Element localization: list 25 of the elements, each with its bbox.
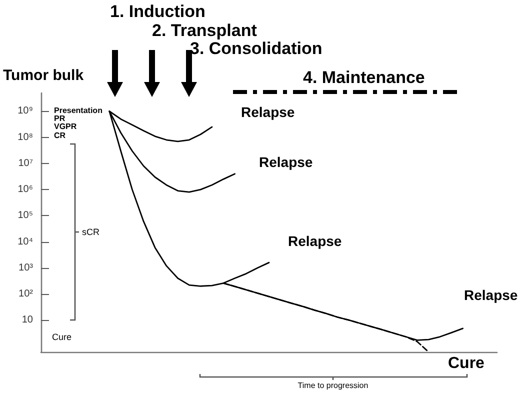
annotation: Relapse — [288, 233, 342, 249]
y-tick-label: 10⁵ — [18, 210, 33, 222]
y-tick-label: 10² — [18, 288, 34, 300]
annotation: PR — [54, 114, 66, 123]
annotation: sCR — [82, 227, 100, 237]
annotation: Relapse — [259, 154, 313, 170]
text: Cure — [448, 355, 484, 372]
y-tick-label: 10 — [22, 314, 34, 326]
y-tick-label: 10⁸ — [18, 132, 33, 143]
y-tick-label: 10³ — [18, 262, 34, 274]
annotation: Relapse — [241, 104, 295, 120]
text: 1. Induction — [110, 2, 206, 21]
annotation: CR — [54, 131, 66, 140]
annotation: Relapse — [464, 287, 518, 303]
annotation: VGPR — [54, 122, 77, 131]
y-tick-label: 10⁷ — [18, 158, 34, 169]
text: 2. Transplant — [152, 21, 257, 40]
y-tick-label: 10⁴ — [18, 236, 33, 248]
y-tick-label: 10⁹ — [18, 106, 33, 117]
y-tick-label: 10⁶ — [18, 184, 33, 196]
text: Time to progression — [298, 381, 368, 390]
annotation: Presentation — [54, 106, 102, 115]
y-axis-title: Tumor bulk — [3, 67, 84, 84]
text: 4. Maintenance — [303, 68, 425, 87]
annotation: Cure — [52, 332, 72, 342]
